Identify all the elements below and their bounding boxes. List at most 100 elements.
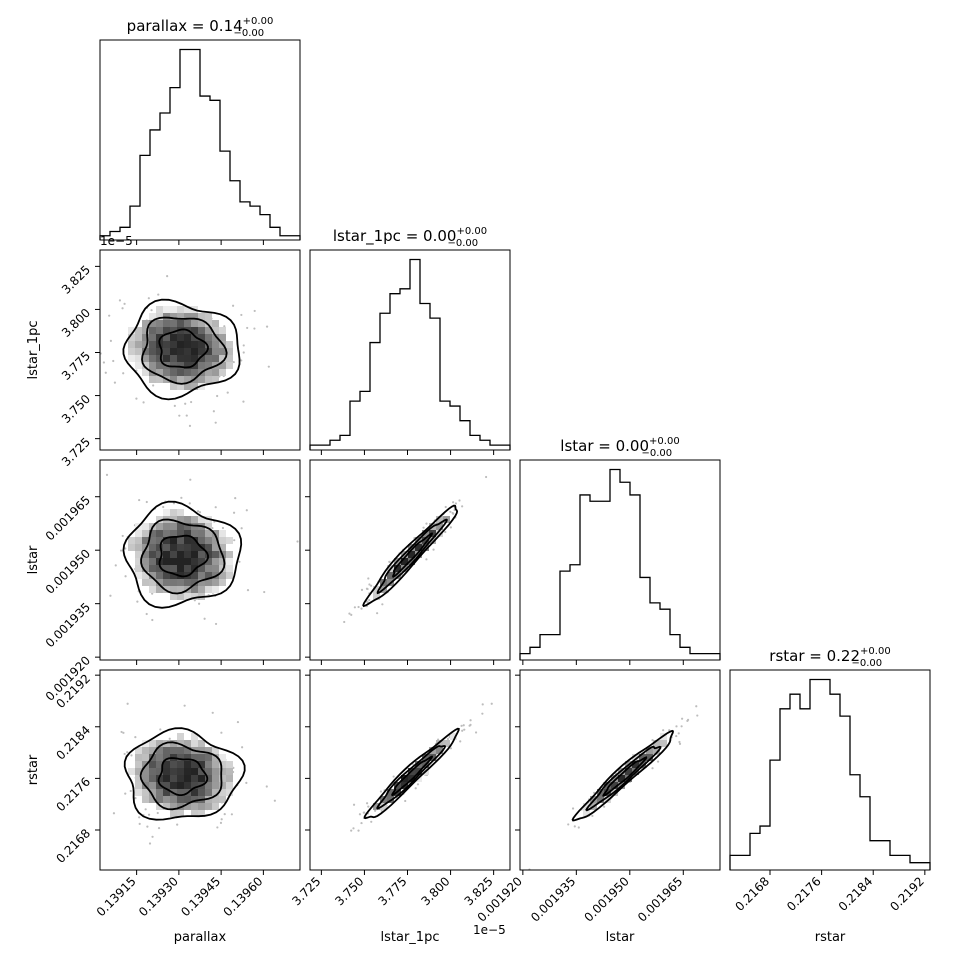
density-cell [212,551,219,558]
density-cell [177,530,184,537]
density-cell [205,572,212,579]
density-cell [436,747,443,754]
density-cell [177,593,184,600]
density-cell [219,796,226,803]
density-cell [191,810,198,817]
density-cell [639,754,646,761]
density-cell [226,537,233,544]
density-cell [198,586,205,593]
sample-point [134,797,137,800]
density-cell [198,565,205,572]
density-cell [436,740,443,747]
sample-point [370,820,373,823]
sample-point [678,740,681,744]
title-value: rstar = 0.22 [769,647,860,665]
sample-point [223,325,226,328]
density-cell [191,530,198,537]
density-cell [205,782,212,789]
density-cell [226,565,233,572]
density-cell [436,530,443,537]
sample-point [462,724,465,727]
panel-lstar_1pc-vs-parallax [95,249,301,455]
density-cell [142,334,149,341]
sample-point [130,754,133,757]
sample-point [214,506,217,509]
x-tick-label: 3.800 [418,874,452,908]
density-cell [184,782,191,789]
density-cell [135,341,142,348]
density-cell [436,516,443,523]
density-cell [198,355,205,362]
density-cell [219,537,226,544]
sample-point [151,835,154,838]
sample-point [680,725,683,728]
density-cell [156,789,163,796]
density-cell [604,782,611,789]
density-cell [191,803,198,810]
density-cell [219,768,226,775]
density-cell [149,341,156,348]
sample-point [121,307,124,310]
density-cell [212,754,219,761]
density-cell [163,579,170,586]
density-cell [191,579,198,586]
sample-point [241,746,244,749]
x-tick-label: 0.2192 [887,874,927,914]
density-cell [226,551,233,558]
density-cell [156,523,163,530]
sample-point [376,612,379,615]
density-cell [184,530,191,537]
sample-point [490,702,493,705]
sample-point [151,618,154,622]
density-cell [611,775,618,782]
density-cell [191,782,198,789]
density-cell [156,572,163,579]
title-upper-error: +0.00 [243,16,274,27]
contour-line [123,727,246,821]
density-cell [212,334,219,341]
density-cell [163,306,170,313]
density-cell [212,761,219,768]
density-cell [177,565,184,572]
contour-line [157,757,209,796]
density-cell [142,362,149,369]
sample-point [119,549,123,552]
density-cell [142,754,149,761]
density-cell [163,747,170,754]
density-cell [191,320,198,327]
density-cell [149,572,156,579]
sample-point [138,822,141,825]
density-cell [184,747,191,754]
density-cell [436,523,443,530]
density-cell [177,775,184,782]
density-cell [156,327,163,334]
density-cell [156,565,163,572]
y-tick-label: 3.800 [59,306,93,340]
axes-frame [729,669,931,871]
y-tick-label: 3.825 [59,263,93,297]
density-cell [142,530,149,537]
sample-point [185,414,188,417]
sample-point [343,620,346,624]
density-cell [205,313,212,320]
density-cell [135,782,142,789]
sample-point [357,605,360,609]
panel-title-parallax: parallax = 0.14+0.00 [127,16,274,35]
density-cell [198,551,205,558]
sample-point [126,702,129,705]
sample-point [474,731,478,734]
density-cell [611,782,618,789]
density-cell [170,768,177,775]
density-cell [128,537,135,544]
density-cell [205,530,212,537]
sample-point [461,729,464,732]
density-cell [156,579,163,586]
density-cell [177,320,184,327]
density-cell [646,747,653,754]
hist-rstar [729,678,931,870]
density-cell [135,355,142,362]
sample-point [212,410,215,413]
density-cell [191,369,198,376]
density-cell [191,733,198,740]
contour-line [141,316,228,385]
